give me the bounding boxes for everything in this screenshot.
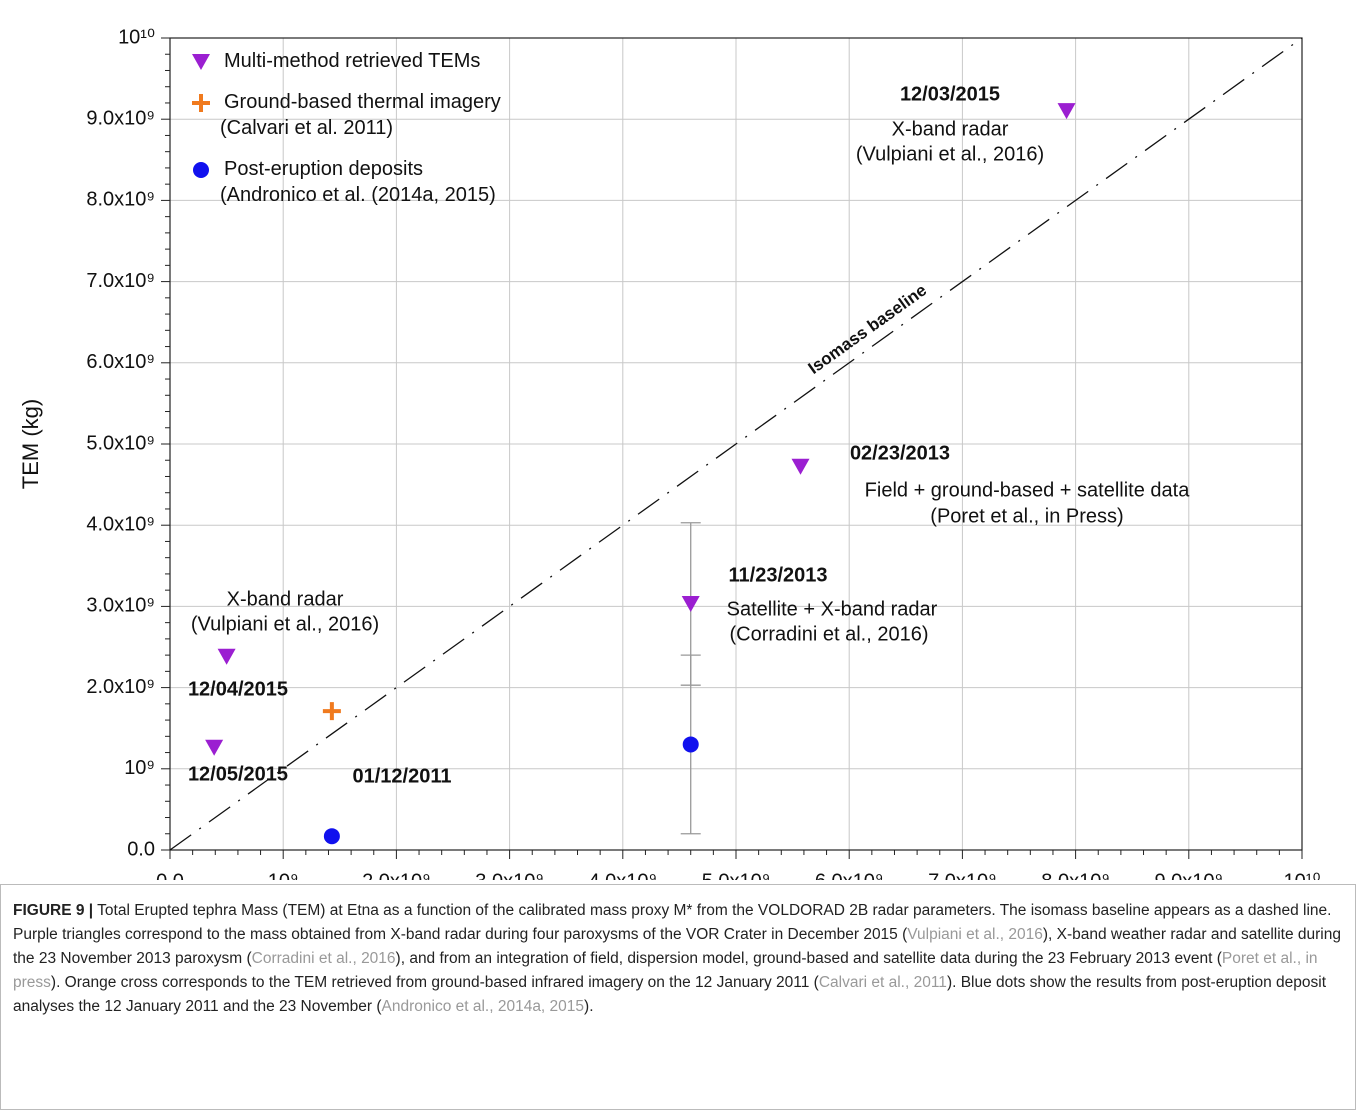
x-tick-label: 5.0x10⁹ xyxy=(702,870,771,880)
y-tick-label: 7.0x10⁹ xyxy=(86,270,155,292)
annotation: (Poret et al., in Press) xyxy=(930,505,1123,527)
annotation: (Corradini et al., 2016) xyxy=(730,623,929,645)
annotation: (Vulpiani et al., 2016) xyxy=(856,143,1044,165)
y-axis-label: TEM (kg) xyxy=(18,399,43,489)
caption-text: ). xyxy=(584,998,594,1015)
point xyxy=(1057,103,1076,120)
caption-text: ), X-band weather radar and satellite du… xyxy=(13,926,1341,967)
citation: Calvari et al., 2011 xyxy=(818,974,947,991)
y-tick-label: 4.0x10⁹ xyxy=(86,513,155,535)
point xyxy=(217,648,236,665)
date-label: 12/05/2015 xyxy=(188,763,288,785)
legend-label: Post-eruption deposits (Andronico et al. … xyxy=(220,158,496,206)
date-label: 12/04/2015 xyxy=(188,678,288,700)
annotation: X-band radar xyxy=(227,588,344,610)
caption-label: FIGURE 9 | xyxy=(13,902,94,919)
legend-label: Ground-based thermal imagery (Calvari et … xyxy=(220,91,501,139)
annotation: Field + ground-based + satellite data xyxy=(865,479,1191,501)
citation: Poret et al., in press xyxy=(13,950,1318,991)
y-tick-label: 8.0x10⁹ xyxy=(86,189,155,211)
plot-frame xyxy=(169,37,1303,851)
caption-text: Total Erupted tephra Mass (TEM) at Etna … xyxy=(13,902,1332,943)
x-tick-label: 10⁹ xyxy=(268,870,299,880)
y-tick-label: 2.0x10⁹ xyxy=(86,676,155,698)
x-tick-label: 8.0x10⁹ xyxy=(1041,870,1110,880)
y-tick-label: 6.0x10⁹ xyxy=(86,351,155,373)
legend-label: Multi-method retrieved TEMs xyxy=(224,50,480,72)
point xyxy=(323,828,340,845)
caption-text: ), and from an integration of field, dis… xyxy=(395,950,1222,967)
date-label: 11/23/2013 xyxy=(729,564,828,586)
legend-line: (Calvari et al. 2011) xyxy=(220,117,393,139)
point xyxy=(205,739,224,756)
y-tick-label: 5.0x10⁹ xyxy=(86,432,155,454)
citation: Corradini et al., 2016 xyxy=(251,950,396,967)
point xyxy=(681,595,700,612)
legend-line: Ground-based thermal imagery xyxy=(224,91,501,113)
x-tick-label: 9.0x10⁹ xyxy=(1154,870,1223,880)
legend-line: Post-eruption deposits xyxy=(224,158,423,180)
x-tick-label: 0.0 xyxy=(156,870,184,880)
x-tick-label: 7.0x10⁹ xyxy=(928,870,997,880)
legend-line: (Andronico et al. (2014a, 2015) xyxy=(220,184,496,206)
annotation: Satellite + X-band radar xyxy=(727,598,938,620)
y-tick-label: 10¹⁰ xyxy=(118,26,155,48)
annotation: X-band radar xyxy=(892,118,1009,140)
legend-marker xyxy=(192,94,210,112)
caption: FIGURE 9 | Total Erupted tephra Mass (TE… xyxy=(0,884,1356,1110)
isomass-baseline xyxy=(169,37,1303,851)
date-label: 12/03/2015 xyxy=(900,83,1000,105)
point xyxy=(682,736,699,753)
x-tick-label: 10¹⁰ xyxy=(1284,870,1321,880)
point xyxy=(322,702,341,721)
caption-text: ). Blue dots show the results from post-… xyxy=(13,974,1327,1015)
citation: Vulpiani et al., 2016 xyxy=(907,926,1043,943)
point xyxy=(791,458,810,475)
x-tick-label: 3.0x10⁹ xyxy=(475,870,544,880)
citation: Andronico et al., 2014a, 2015 xyxy=(381,998,585,1015)
date-label: 02/23/2013 xyxy=(850,442,950,464)
y-tick-label: 0.0 xyxy=(127,838,155,860)
y-tick-label: 3.0x10⁹ xyxy=(86,595,155,617)
chart: 0.0 10⁹ 2.0x10⁹ 3.0x10⁹ 4.0x10⁹ 5.0x10⁹ 6.0x10… xyxy=(18,26,1321,923)
legend-line: Multi-method retrieved TEMs xyxy=(224,50,480,72)
x-tick-label: 2.0x10⁹ xyxy=(362,870,431,880)
y-tick-label: 10⁹ xyxy=(124,757,155,779)
legend-marker xyxy=(192,54,210,70)
caption-text: ). Orange cross corresponds to the TEM r… xyxy=(50,974,819,991)
x-tick-label: 4.0x10⁹ xyxy=(588,870,657,880)
legend-marker xyxy=(193,162,209,178)
y-tick-label: 9.0x10⁹ xyxy=(86,107,155,129)
date-label: 01/12/2011 xyxy=(353,765,452,787)
x-tick-label: 6.0x10⁹ xyxy=(815,870,884,880)
annotation: (Vulpiani et al., 2016) xyxy=(191,613,379,635)
